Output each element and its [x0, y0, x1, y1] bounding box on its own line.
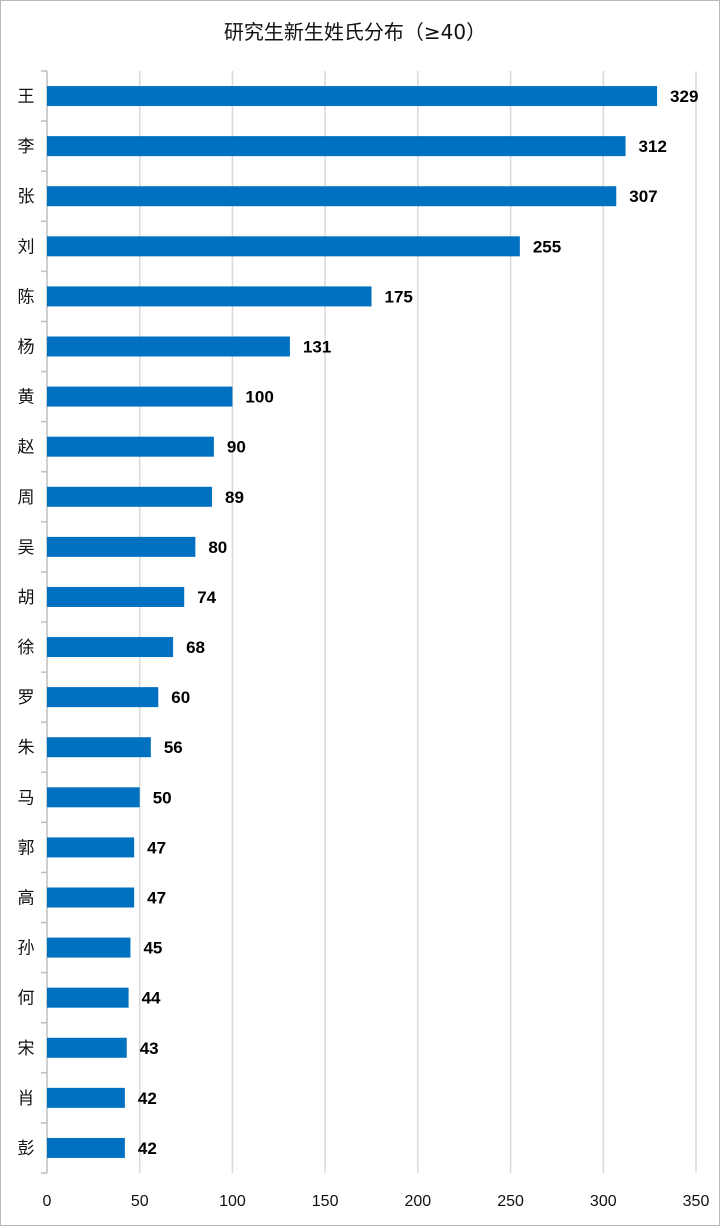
category-label: 孙 [18, 939, 35, 959]
bar [47, 236, 520, 257]
data-label: 44 [142, 989, 161, 1008]
category-label: 朱 [18, 738, 35, 758]
bar [47, 937, 131, 958]
bar [47, 436, 214, 457]
bar [47, 336, 290, 357]
data-label: 42 [138, 1139, 157, 1158]
data-label: 43 [140, 1039, 159, 1058]
data-label: 47 [147, 838, 166, 857]
data-label: 47 [147, 889, 166, 908]
gridlines [138, 71, 697, 1173]
category-label: 杨 [18, 338, 35, 358]
category-label: 高 [18, 889, 35, 909]
data-label: 50 [153, 788, 172, 807]
bar [47, 1137, 125, 1158]
x-tick-labels: 0 50 100 150 200 250 300 350 [43, 1193, 710, 1210]
category-label: 罗 [18, 688, 35, 708]
x-tick-label: 100 [219, 1193, 246, 1210]
data-label: 60 [171, 688, 190, 707]
x-tick-label: 300 [590, 1193, 617, 1210]
data-label: 45 [143, 939, 162, 958]
bar [47, 486, 213, 507]
data-label: 329 [670, 87, 698, 106]
data-label: 100 [245, 388, 273, 407]
category-label: 赵 [18, 438, 35, 458]
bar [47, 687, 159, 708]
category-label: 刘 [18, 237, 35, 257]
x-tick-label: 150 [312, 1193, 339, 1210]
bar [47, 1037, 127, 1058]
data-label: 56 [164, 738, 183, 757]
data-label: 307 [629, 187, 657, 206]
category-label: 郭 [18, 838, 35, 858]
category-label: 王 [18, 87, 35, 107]
data-label: 74 [197, 588, 216, 607]
bar [47, 1087, 125, 1108]
category-label: 何 [18, 989, 35, 1009]
data-label: 90 [227, 438, 246, 457]
bar [47, 386, 233, 407]
bar [47, 186, 617, 207]
data-label: 312 [639, 137, 667, 156]
data-label: 80 [208, 538, 227, 557]
category-label: 周 [18, 488, 35, 508]
data-label: 255 [533, 237, 561, 256]
category-label: 张 [18, 187, 35, 207]
x-tick-label: 0 [43, 1193, 52, 1210]
category-label: 黄 [18, 388, 35, 408]
category-axis [41, 70, 48, 1174]
bar [47, 536, 196, 557]
value-labels: 329 312 307 255 175 131 100 90 89 80 74 68 60 56 50 47 4… [138, 87, 699, 1158]
category-label: 宋 [18, 1039, 35, 1059]
data-label: 42 [138, 1089, 157, 1108]
x-tick-label: 350 [683, 1193, 710, 1210]
bar [47, 86, 658, 107]
category-label: 肖 [18, 1089, 35, 1109]
data-label: 131 [303, 338, 331, 357]
data-label: 89 [225, 488, 244, 507]
x-tick-label: 250 [497, 1193, 524, 1210]
bar [47, 837, 135, 858]
bar [47, 787, 140, 808]
x-tick-label: 50 [131, 1193, 149, 1210]
bar [47, 737, 151, 758]
category-label: 徐 [18, 638, 35, 658]
category-label: 彭 [18, 1139, 35, 1159]
bar [47, 136, 626, 157]
bar [47, 586, 185, 607]
bar [47, 987, 129, 1008]
category-label: 李 [18, 137, 35, 157]
category-label: 陈 [18, 287, 35, 307]
data-label: 68 [186, 638, 205, 657]
category-label: 胡 [18, 588, 35, 608]
bar [47, 637, 174, 658]
x-tick-label: 200 [405, 1193, 432, 1210]
bars [47, 86, 658, 1158]
category-label: 马 [18, 788, 35, 808]
data-label: 175 [385, 287, 413, 306]
category-label: 吴 [18, 538, 35, 558]
bar [47, 286, 372, 307]
bar [47, 887, 135, 908]
chart-title: 研究生新生姓氏分布（≥40） [224, 20, 486, 44]
